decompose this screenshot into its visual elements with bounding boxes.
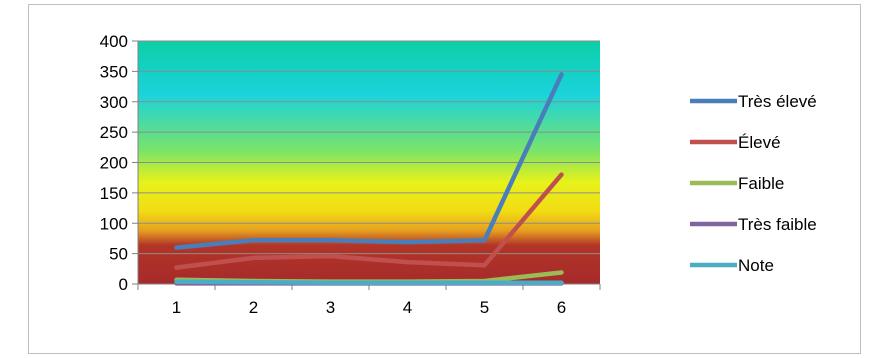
xtick-label-1: 1 <box>172 298 181 317</box>
legend-label-3: Très faible <box>738 215 817 234</box>
series-lines <box>174 72 564 286</box>
ytick-label-250: 250 <box>100 123 128 142</box>
series-line-1 <box>174 172 564 270</box>
series-line-0 <box>174 72 564 250</box>
xtick-label-2: 2 <box>249 298 258 317</box>
xtick-label-6: 6 <box>557 298 566 317</box>
legend-label-4: Note <box>738 256 774 275</box>
ytick-label-200: 200 <box>100 154 128 173</box>
ytick-label-300: 300 <box>100 93 128 112</box>
ytick-label-350: 350 <box>100 62 128 81</box>
ytick-label-100: 100 <box>100 214 128 233</box>
series-line-4 <box>174 279 564 286</box>
ytick-label-50: 50 <box>109 245 128 264</box>
xtick-label-5: 5 <box>480 298 489 317</box>
ytick-label-150: 150 <box>100 184 128 203</box>
ytick-label-0: 0 <box>119 275 128 294</box>
legend-label-2: Faible <box>738 174 784 193</box>
legend-label-1: Élevé <box>738 133 781 152</box>
tick-labels: 0 50 100 150 200 250 300 350 400 1 2 3 4 5 6 <box>100 32 567 317</box>
xtick-label-4: 4 <box>403 298 412 317</box>
legend: Très élevé Élevé Faible Très faible Note <box>690 92 817 275</box>
ytick-label-400: 400 <box>100 32 128 51</box>
legend-label-0: Très élevé <box>738 92 817 111</box>
xtick-label-3: 3 <box>326 298 335 317</box>
